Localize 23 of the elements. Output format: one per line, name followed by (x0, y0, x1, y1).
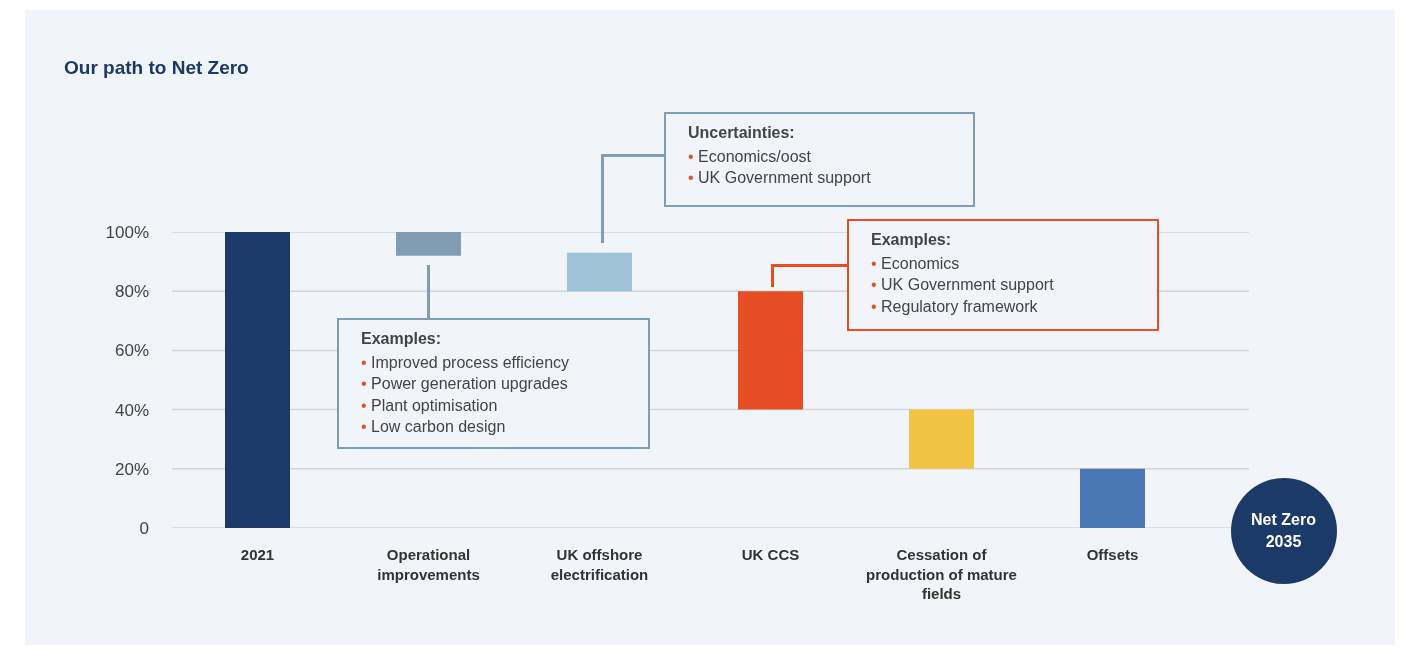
callout-box: Examples: • Economics • UK Government support • Regulatory framework (847, 219, 1159, 331)
callout-box: Uncertainties: • Economics/oost • UK Government support (664, 112, 975, 207)
callout-box: Examples: • Improved process efficiency • Power generation upgrades • Plant optimisation • Low carbon design (337, 318, 650, 449)
x-tick-label: 2021 (240, 546, 275, 563)
x-tick-label: UK CCS (741, 546, 800, 563)
bar (567, 252, 632, 292)
x-tick-label: UK offshore electrification (550, 546, 649, 583)
bar (1080, 468, 1145, 528)
y-tick-label: 100% (105, 222, 149, 242)
chart-title: Our path to Net Zero (64, 56, 249, 78)
bar (225, 232, 290, 528)
bar (396, 232, 461, 256)
x-tick-label: Offsets (1086, 546, 1139, 563)
x-tick-label: Operational improvements (377, 546, 480, 583)
y-tick-label: 80% (114, 282, 149, 302)
annotation: Examples: • Economics • UK Government support • Regulatory framework (871, 230, 1055, 317)
y-tick-label: 40% (114, 400, 149, 420)
y-tick-label: 20% (114, 459, 149, 479)
y-tick-label: 60% (114, 341, 149, 361)
bar (909, 409, 974, 469)
y-tick-label: 0 (139, 518, 149, 538)
x-tick-label: Cessation of production of mature fields (866, 546, 1017, 602)
bar (738, 291, 803, 410)
